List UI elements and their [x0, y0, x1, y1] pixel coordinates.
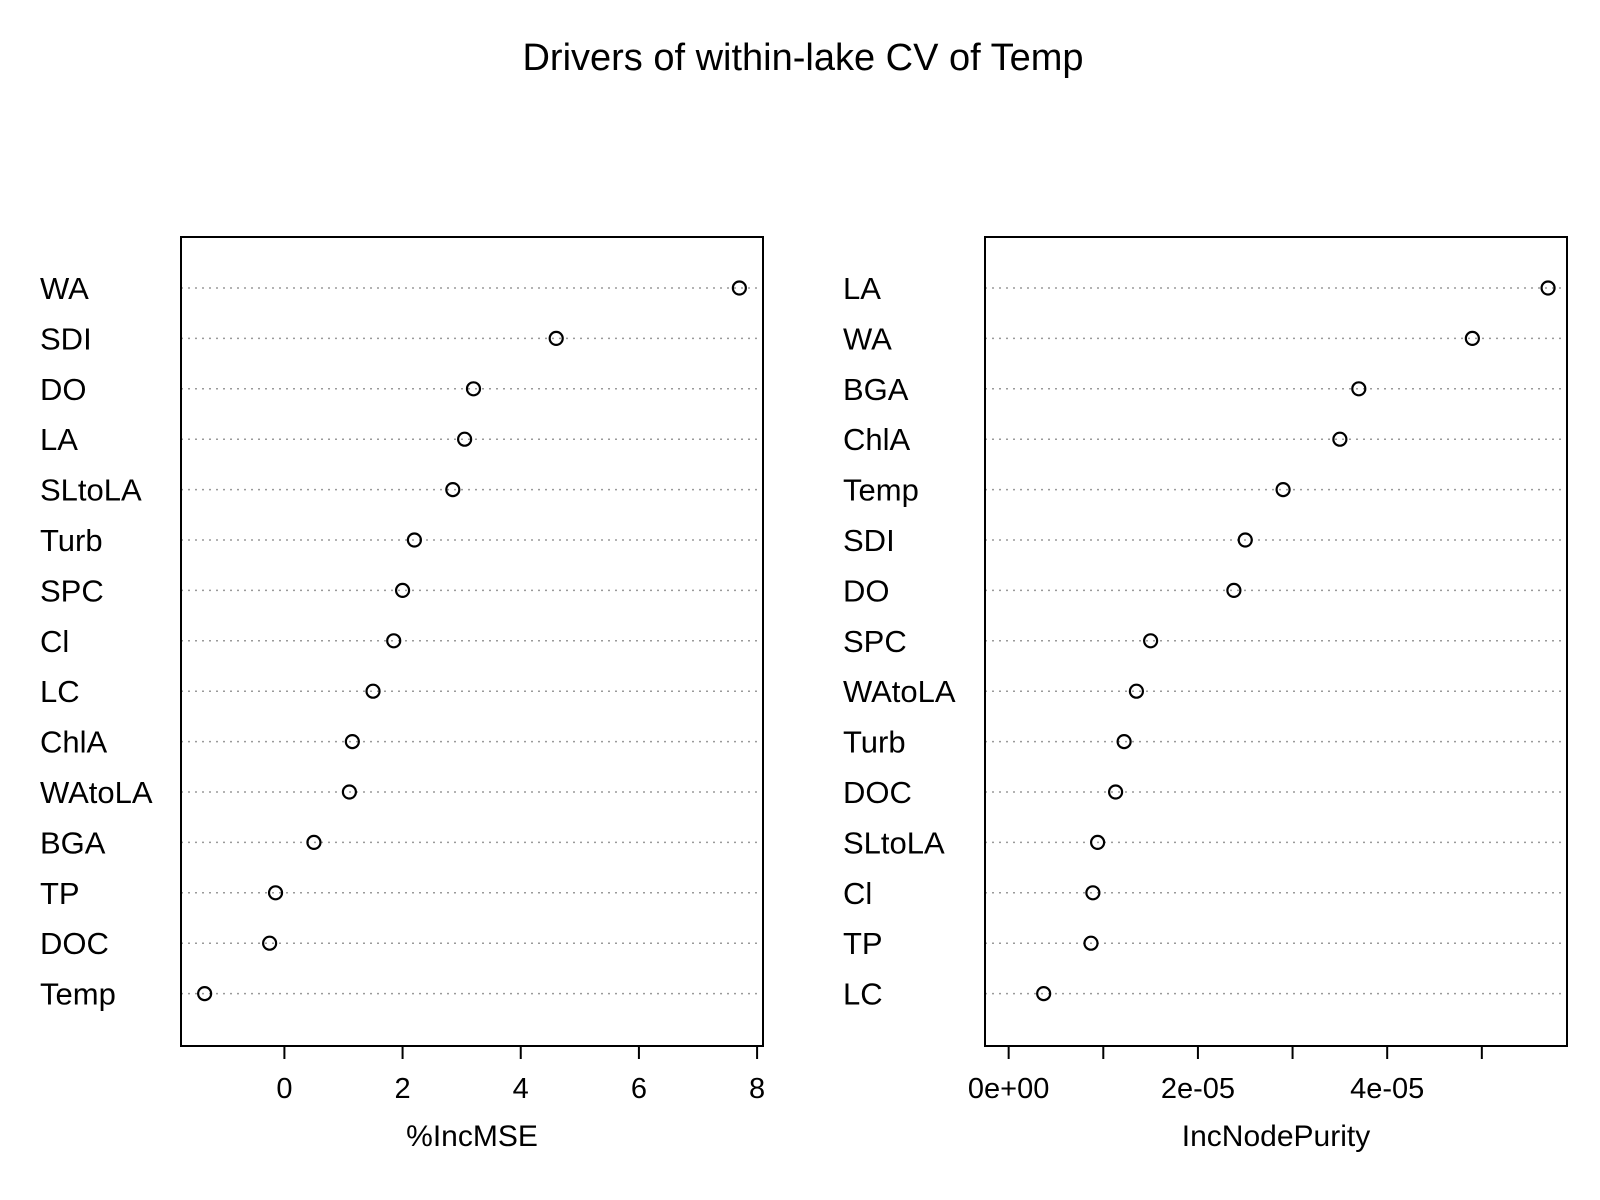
incnodepurity-data-point	[1090, 834, 1106, 851]
incnodepurity-data-point	[1143, 633, 1159, 649]
incnodepurity-data-point	[1085, 885, 1101, 901]
incnodepurity-data-point	[1116, 733, 1132, 750]
incnodepurity-data-point	[1464, 330, 1480, 346]
incmse-variable-label: LC	[40, 674, 80, 709]
incmse-variable-label: LA	[40, 422, 78, 457]
incnodepurity-variable-label: ChlA	[843, 422, 911, 457]
incnodepurity-variable-label: LA	[843, 271, 881, 306]
incmse-plot-frame	[180, 236, 764, 1047]
incmse-variable-label: Temp	[40, 977, 116, 1012]
incmse-x-tick-label: 4	[513, 1073, 529, 1105]
incmse-data-point	[197, 985, 213, 1002]
incmse-variable-label: DOC	[40, 926, 109, 961]
incmse-variable-label: WA	[40, 271, 89, 306]
incmse-data-point	[386, 633, 402, 649]
incnodepurity-variable-label: DO	[843, 573, 890, 608]
incmse-data-point	[548, 330, 564, 346]
incmse-data-point	[406, 532, 422, 548]
incnodepurity-data-point	[1275, 482, 1291, 498]
incnodepurity-data-point	[1036, 985, 1052, 1002]
incnodepurity-data-point	[1107, 784, 1124, 800]
incnodepurity-variable-label: WA	[843, 321, 892, 356]
incnodepurity-variable-label: LC	[843, 977, 883, 1012]
incmse-x-tick-label: 8	[749, 1073, 765, 1105]
incnodepurity-variable-label: BGA	[843, 372, 909, 407]
incmse-variable-label: WAtoLA	[40, 775, 153, 810]
incnodepurity-data-point	[1237, 532, 1253, 548]
incnodepurity-data-point	[1332, 431, 1348, 447]
incmse-data-point	[262, 935, 278, 951]
incmse-data-point	[341, 784, 357, 800]
incmse-data-point	[465, 381, 482, 397]
incnodepurity-variable-label: DOC	[843, 775, 912, 810]
incmse-data-point	[267, 885, 284, 901]
incnodepurity-data-point	[1128, 683, 1145, 699]
incmse-variable-label: BGA	[40, 825, 106, 860]
incnodepurity-variable-label: Temp	[843, 473, 919, 508]
incmse-variable-label: SDI	[40, 321, 92, 356]
incnodepurity-variable-label: SDI	[843, 523, 895, 558]
incnodepurity-panel: LA WA BGA ChlA Temp SDI DO SPC WAtoLA Turb DOC SLto…	[843, 236, 1568, 1153]
incmse-variable-label: ChlA	[40, 725, 108, 760]
incmse-variable-label: Cl	[40, 624, 69, 659]
incnodepurity-x-tick-label: 0e+00	[968, 1073, 1049, 1105]
incmse-data-point	[445, 482, 461, 498]
incmse-variable-label: SLtoLA	[40, 473, 142, 508]
chart-title: Drivers of within-lake CV of Temp	[522, 37, 1083, 79]
incnodepurity-plot-frame	[984, 236, 1568, 1047]
incmse-data-point	[394, 582, 411, 599]
incmse-data-point	[731, 280, 747, 296]
incmse-variable-label: Turb	[40, 523, 103, 558]
incnodepurity-data-point	[1540, 280, 1556, 296]
incnodepurity-variable-label: Cl	[843, 876, 872, 911]
incnodepurity-variable-label: SPC	[843, 624, 907, 659]
incmse-data-point	[344, 733, 360, 750]
incmse-variable-label: SPC	[40, 573, 104, 608]
incmse-x-tick-label: 2	[395, 1073, 411, 1105]
incnodepurity-data-point	[1083, 935, 1099, 951]
incnodepurity-variable-label: SLtoLA	[843, 825, 945, 860]
incnodepurity-x-axis-label: IncNodePurity	[1182, 1120, 1370, 1153]
incnodepurity-x-tick-label: 2e-05	[1161, 1073, 1235, 1105]
incmse-panel: WA SDI DO LA SLtoLA Turb SPC Cl LC ChlA WAtoLA BGA T…	[40, 236, 765, 1153]
incnodepurity-x-tick-label: 4e-05	[1350, 1073, 1424, 1105]
incnodepurity-variable-label: TP	[843, 926, 883, 961]
incmse-data-point	[306, 834, 322, 851]
incnodepurity-variable-label: Turb	[843, 725, 906, 760]
incmse-data-point	[365, 683, 381, 699]
incnodepurity-variable-label: WAtoLA	[843, 674, 956, 709]
incnodepurity-data-point	[1351, 381, 1367, 397]
incmse-variable-label: DO	[40, 372, 87, 407]
incmse-variable-label: TP	[40, 876, 80, 911]
incnodepurity-data-point	[1226, 582, 1242, 599]
incmse-x-axis-label: %IncMSE	[406, 1120, 538, 1153]
incmse-x-tick-label: 0	[276, 1073, 292, 1105]
incmse-data-point	[457, 431, 473, 447]
incmse-x-tick-label: 6	[631, 1073, 647, 1105]
